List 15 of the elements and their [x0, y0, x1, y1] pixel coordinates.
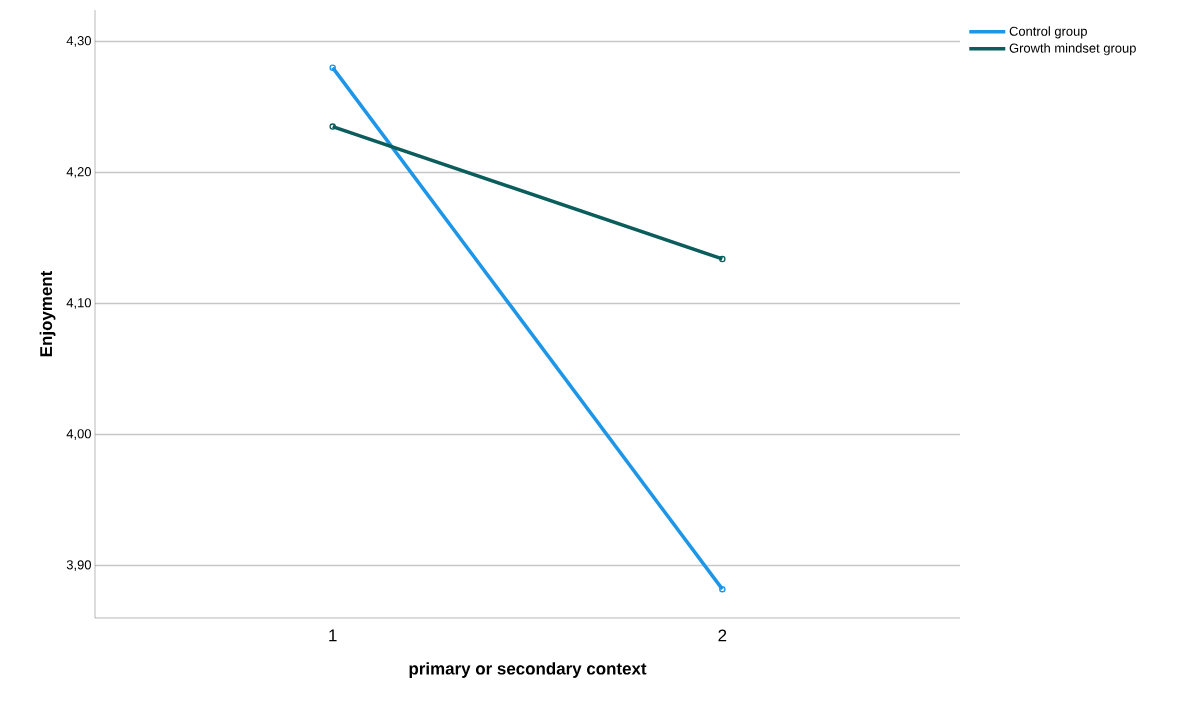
point [719, 255, 726, 263]
y-tick-label: 4,00 [66, 429, 91, 440]
y-tick-label: 4,30 [66, 36, 91, 47]
x-tick-label: 1 [329, 629, 337, 642]
point [329, 123, 336, 130]
point [719, 585, 726, 593]
x-tick-label: 2 [718, 629, 727, 642]
point [329, 64, 336, 71]
y-axis-title: Enjoyment [39, 270, 56, 357]
y-tick-label: 3,90 [66, 560, 91, 571]
legend-label: Growth mindset group [1009, 43, 1136, 56]
y-tick-label: 4,20 [66, 167, 91, 178]
y-tick-label: 4,10 [66, 298, 91, 309]
legend-label: Control group [1009, 26, 1087, 39]
x-axis-title: primary or secondary context [409, 662, 647, 678]
